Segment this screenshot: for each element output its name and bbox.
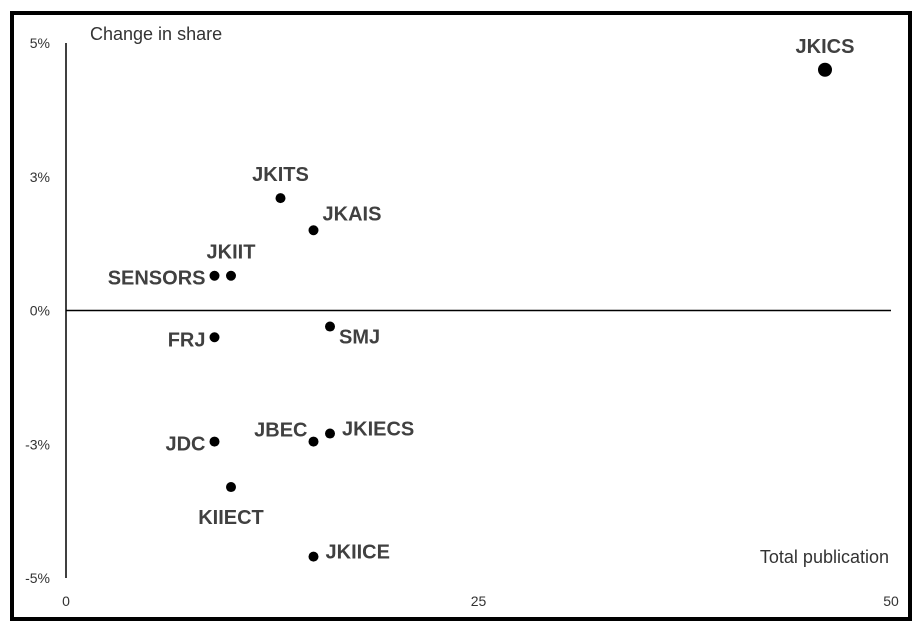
- y-axis-title: Change in share: [90, 24, 222, 44]
- y-tick-label: -5%: [25, 570, 50, 586]
- data-point: [209, 270, 220, 281]
- x-tick-label: 25: [471, 593, 487, 609]
- data-label: JKAIS: [323, 203, 382, 225]
- y-tick-label: 0%: [30, 303, 50, 319]
- data-point: [209, 436, 220, 447]
- data-point: [818, 62, 832, 77]
- x-tick-label: 50: [883, 593, 899, 609]
- data-points: [209, 62, 832, 562]
- data-label: JKICS: [796, 36, 855, 58]
- y-tick-label: -3%: [25, 436, 50, 452]
- data-label: JDC: [165, 434, 205, 456]
- data-point: [325, 321, 335, 332]
- x-tick-label: 0: [62, 593, 70, 609]
- data-point: [325, 428, 335, 439]
- x-tick-labels: 0 25 50: [62, 593, 899, 609]
- data-label: SMJ: [339, 327, 380, 349]
- data-point: [209, 332, 220, 343]
- data-point: [308, 225, 319, 236]
- data-label: JBEC: [254, 420, 307, 442]
- data-label: KIIECT: [198, 507, 264, 529]
- data-label: SENSORS: [108, 268, 206, 290]
- data-label: FRJ: [168, 329, 206, 351]
- y-tick-label: 3%: [30, 169, 50, 185]
- data-label: JKIECS: [342, 419, 414, 441]
- data-point: [226, 270, 236, 281]
- data-label: JKITS: [252, 164, 309, 186]
- x-axis-title: Total publication: [760, 547, 889, 567]
- chart-frame: [10, 11, 912, 621]
- data-point: [275, 193, 286, 204]
- data-point: [226, 482, 236, 493]
- data-point: [308, 551, 319, 562]
- data-point: [308, 436, 319, 447]
- data-label: JKIICE: [326, 542, 390, 564]
- y-tick-labels: 5% 3% 0% -3% -5%: [25, 35, 50, 586]
- data-label: JKIIT: [207, 242, 256, 264]
- y-tick-label: 5%: [30, 35, 50, 51]
